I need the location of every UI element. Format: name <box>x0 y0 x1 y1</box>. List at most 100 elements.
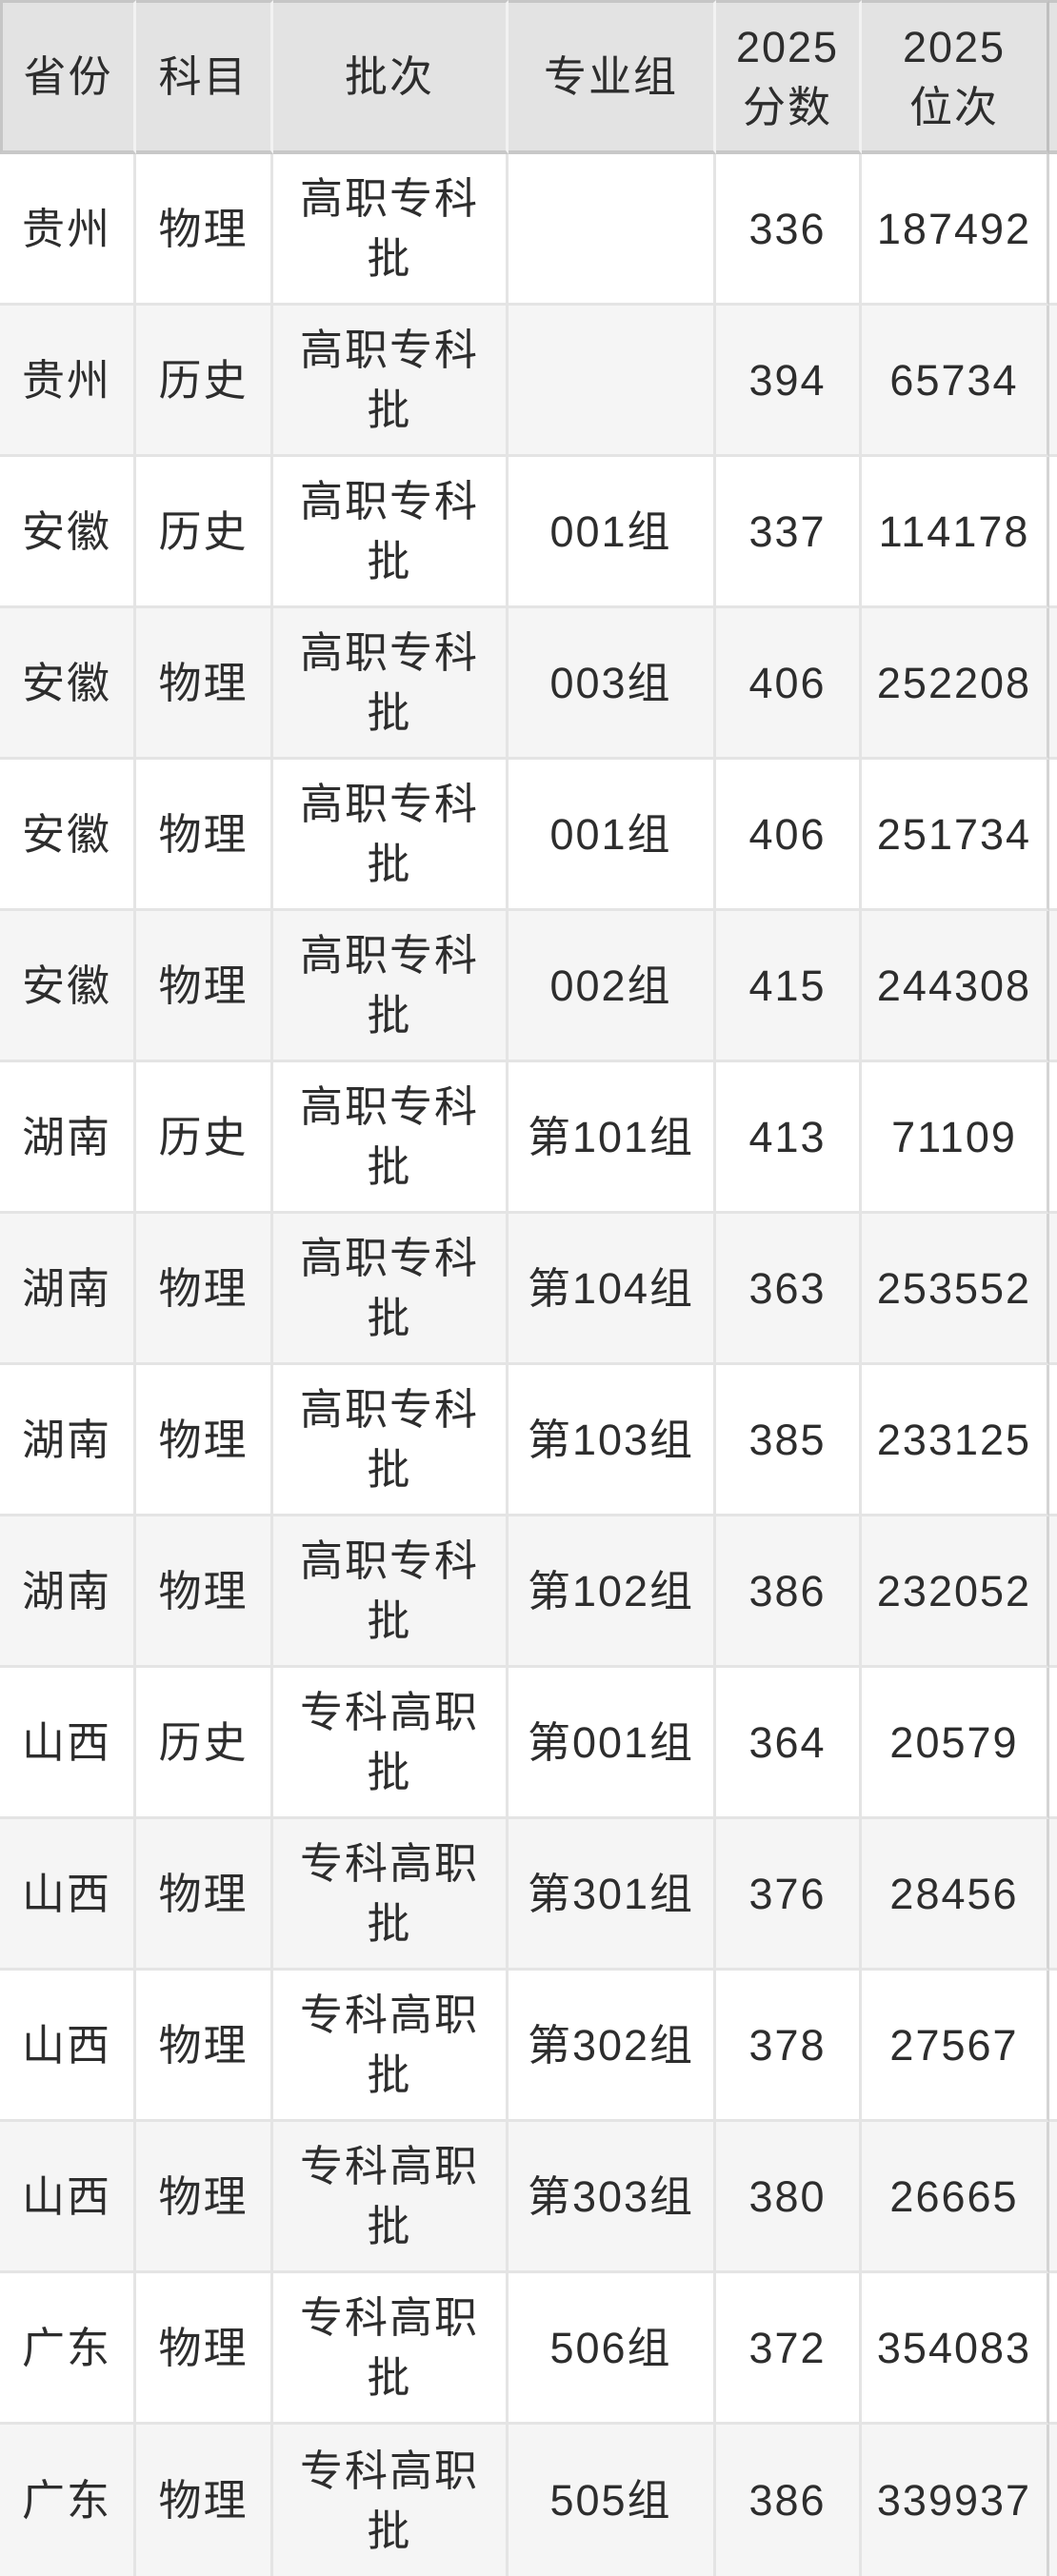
table-row: 湖南 历史 高职专科 批 第101组 413 71109 <box>0 1062 1057 1214</box>
cell-subject: 物理 <box>136 2273 273 2425</box>
cell-rank: 114178 <box>862 457 1049 608</box>
cell-score: 394 <box>716 306 862 457</box>
cell-province: 湖南 <box>0 1214 136 1365</box>
cell-subject: 物理 <box>136 1819 273 1971</box>
cell-rank: 187492 <box>862 154 1049 306</box>
table-row: 安徽 物理 高职专科 批 003组 406 252208 <box>0 608 1057 760</box>
cell-group: 第104组 <box>509 1214 716 1365</box>
cell-subject: 历史 <box>136 306 273 457</box>
cell-score: 380 <box>716 2122 862 2273</box>
cell-edge <box>1049 608 1057 760</box>
cell-province: 湖南 <box>0 1365 136 1516</box>
header-cell-rank-2025: 2025 位次 <box>862 0 1049 154</box>
table-row: 山西 物理 专科高职 批 第302组 378 27567 <box>0 1971 1057 2122</box>
cell-rank: 233125 <box>862 1365 1049 1516</box>
cell-province: 湖南 <box>0 1062 136 1214</box>
cell-rank: 244308 <box>862 911 1049 1062</box>
cell-rank: 253552 <box>862 1214 1049 1365</box>
cell-rank: 339937 <box>862 2425 1049 2576</box>
cell-batch: 高职专科 批 <box>273 457 509 608</box>
cell-batch: 高职专科 批 <box>273 154 509 306</box>
cell-province: 贵州 <box>0 306 136 457</box>
cell-score: 336 <box>716 154 862 306</box>
cell-group: 第103组 <box>509 1365 716 1516</box>
cell-rank: 27567 <box>862 1971 1049 2122</box>
header-row: 省份 科目 批次 专业组 2025 分数 2025 位次 <box>0 0 1057 154</box>
cell-province: 广东 <box>0 2273 136 2425</box>
cell-edge <box>1049 911 1057 1062</box>
table-row: 贵州 物理 高职专科 批 336 187492 <box>0 154 1057 306</box>
cell-group: 第301组 <box>509 1819 716 1971</box>
header-cell-score-2025: 2025 分数 <box>716 0 862 154</box>
cell-subject: 历史 <box>136 1062 273 1214</box>
cell-batch: 专科高职 批 <box>273 2273 509 2425</box>
cell-group: 001组 <box>509 457 716 608</box>
cell-group: 第303组 <box>509 2122 716 2273</box>
cell-batch: 高职专科 批 <box>273 760 509 911</box>
cell-province: 山西 <box>0 2122 136 2273</box>
cell-batch: 专科高职 批 <box>273 1819 509 1971</box>
cell-subject: 物理 <box>136 154 273 306</box>
cell-edge <box>1049 1668 1057 1819</box>
cell-edge <box>1049 1971 1057 2122</box>
cell-score: 378 <box>716 1971 862 2122</box>
cell-province: 安徽 <box>0 760 136 911</box>
cell-subject: 物理 <box>136 760 273 911</box>
cell-subject: 物理 <box>136 608 273 760</box>
cell-rank: 28456 <box>862 1819 1049 1971</box>
cell-score: 385 <box>716 1365 862 1516</box>
cell-score: 413 <box>716 1062 862 1214</box>
cell-rank: 251734 <box>862 760 1049 911</box>
cell-subject: 物理 <box>136 2122 273 2273</box>
cell-batch: 高职专科 批 <box>273 1365 509 1516</box>
cell-subject: 物理 <box>136 1365 273 1516</box>
cell-edge <box>1049 760 1057 911</box>
table-row: 安徽 历史 高职专科 批 001组 337 114178 <box>0 457 1057 608</box>
cell-batch: 高职专科 批 <box>273 911 509 1062</box>
cell-rank: 65734 <box>862 306 1049 457</box>
cell-group <box>509 154 716 306</box>
cell-province: 湖南 <box>0 1516 136 1668</box>
cell-batch: 高职专科 批 <box>273 1214 509 1365</box>
cell-edge <box>1049 2425 1057 2576</box>
cell-batch: 专科高职 批 <box>273 1668 509 1819</box>
cell-batch: 专科高职 批 <box>273 2425 509 2576</box>
cell-score: 337 <box>716 457 862 608</box>
table-row: 湖南 物理 高职专科 批 第103组 385 233125 <box>0 1365 1057 1516</box>
cell-province: 安徽 <box>0 457 136 608</box>
cell-province: 山西 <box>0 1819 136 1971</box>
header-cell-subject: 科目 <box>136 0 273 154</box>
cell-group: 第101组 <box>509 1062 716 1214</box>
cell-score: 363 <box>716 1214 862 1365</box>
cell-rank: 354083 <box>862 2273 1049 2425</box>
cell-province: 安徽 <box>0 911 136 1062</box>
table-row: 湖南 物理 高职专科 批 第104组 363 253552 <box>0 1214 1057 1365</box>
cell-subject: 物理 <box>136 1516 273 1668</box>
cell-batch: 高职专科 批 <box>273 608 509 760</box>
table-row: 安徽 物理 高职专科 批 002组 415 244308 <box>0 911 1057 1062</box>
cell-province: 山西 <box>0 1668 136 1819</box>
header-cell-edge-cutoff <box>1049 0 1057 154</box>
table-row: 湖南 物理 高职专科 批 第102组 386 232052 <box>0 1516 1057 1668</box>
header-cell-group: 专业组 <box>509 0 716 154</box>
cell-group <box>509 306 716 457</box>
cell-province: 贵州 <box>0 154 136 306</box>
table-row: 山西 物理 专科高职 批 第303组 380 26665 <box>0 2122 1057 2273</box>
cell-subject: 物理 <box>136 1971 273 2122</box>
cell-batch: 高职专科 批 <box>273 306 509 457</box>
table-row: 安徽 物理 高职专科 批 001组 406 251734 <box>0 760 1057 911</box>
cell-group: 003组 <box>509 608 716 760</box>
cell-group: 002组 <box>509 911 716 1062</box>
cell-score: 415 <box>716 911 862 1062</box>
cell-batch: 专科高职 批 <box>273 1971 509 2122</box>
cell-province: 安徽 <box>0 608 136 760</box>
cell-score: 406 <box>716 760 862 911</box>
cell-score: 406 <box>716 608 862 760</box>
cell-edge <box>1049 306 1057 457</box>
cell-rank: 232052 <box>862 1516 1049 1668</box>
header-cell-batch: 批次 <box>273 0 509 154</box>
cell-batch: 高职专科 批 <box>273 1516 509 1668</box>
cell-province: 广东 <box>0 2425 136 2576</box>
cell-score: 364 <box>716 1668 862 1819</box>
